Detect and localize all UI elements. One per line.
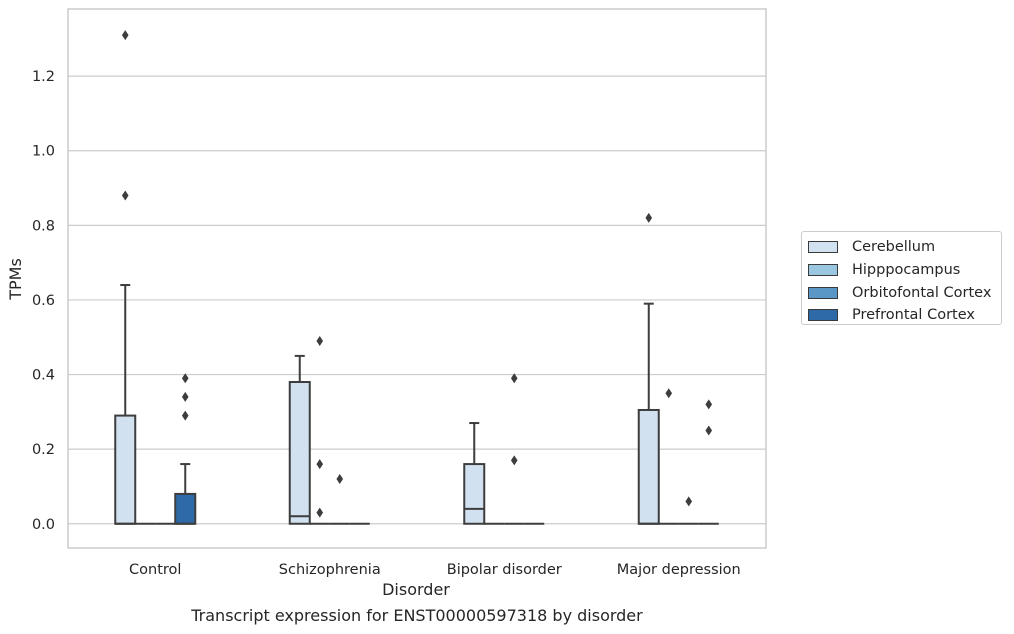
- y-tick-label: 0.2: [32, 442, 55, 458]
- outlier-point: [181, 410, 189, 421]
- legend-label-prefrontal: Prefrontal Cortex: [852, 307, 975, 324]
- legend-item-orbitofrontal: Orbitofontal Cortex: [808, 281, 1001, 304]
- legend-swatch-prefrontal: [808, 309, 838, 322]
- x-axis-label: Disorder: [382, 580, 450, 599]
- legend-swatch-orbitofrontal: [808, 286, 838, 299]
- y-tick-label: 0.4: [32, 368, 55, 384]
- y-tick-label: 1.2: [32, 69, 55, 85]
- box-0-0: [114, 30, 137, 525]
- figure-caption: Transcript expression for ENST0000059731…: [191, 606, 643, 625]
- y-tick-label: 0.8: [32, 218, 55, 234]
- box-body: [288, 381, 311, 525]
- outlier-point: [685, 496, 693, 507]
- y-tick-labels: 0.0 0.2 0.4 0.6 0.8 1.0 1.2: [32, 69, 55, 533]
- outlier-point: [510, 373, 518, 384]
- box-2-0: [463, 422, 486, 525]
- grid-lines: [68, 75, 766, 525]
- x-tick-label: Schizophrenia: [279, 562, 381, 578]
- outlier-point: [665, 388, 673, 399]
- outlier-point: [316, 335, 324, 346]
- box-3-0: [637, 212, 660, 525]
- outlier-point: [705, 399, 713, 410]
- x-tick-labels: Control Schizophrenia Bipolar disorder Majo…: [129, 562, 741, 578]
- legend-swatch-hippocampus: [808, 264, 838, 277]
- outlier-point: [181, 373, 189, 384]
- outlier-point: [705, 425, 713, 436]
- box-0-3: [174, 373, 197, 525]
- box-1-2: [329, 473, 350, 525]
- box-3-3: [698, 399, 719, 525]
- outlier-point: [121, 190, 129, 201]
- outlier-point: [121, 30, 129, 41]
- legend-label-hippocampus: Hipppocampus: [852, 262, 961, 279]
- y-tick-label: 1.0: [32, 144, 55, 160]
- y-axis-label: TPMs: [6, 258, 25, 301]
- legend-item-prefrontal: Prefrontal Cortex: [808, 304, 1001, 327]
- y-tick-label: 0.6: [32, 293, 55, 309]
- outlier-point: [316, 507, 324, 518]
- box-2-2: [504, 373, 525, 525]
- plot-area-frame: [67, 8, 767, 549]
- outlier-point: [316, 459, 324, 470]
- legend: Cerebellum Hipppocampus Orbitofontal Cor…: [801, 231, 1002, 325]
- box-body: [174, 492, 197, 525]
- box-1-0: [288, 354, 311, 525]
- box-3-2: [678, 496, 699, 525]
- legend-label-orbitofrontal: Orbitofontal Cortex: [852, 284, 992, 301]
- box-body: [114, 414, 137, 525]
- legend-item-hippocampus: Hipppocampus: [808, 259, 1001, 282]
- box-body: [463, 463, 486, 525]
- outlier-point: [645, 212, 653, 223]
- outlier-point: [336, 473, 344, 484]
- box-body: [637, 408, 660, 525]
- box-3-1: [658, 388, 679, 525]
- legend-swatch-cerebellum: [808, 241, 838, 254]
- box-series: [114, 30, 719, 525]
- x-tick-label: Bipolar disorder: [447, 562, 562, 578]
- outlier-point: [181, 391, 189, 402]
- x-tick-label: Control: [129, 562, 181, 578]
- outlier-point: [510, 455, 518, 466]
- box-1-1: [309, 335, 330, 525]
- x-tick-label: Major depression: [617, 562, 741, 578]
- legend-label-cerebellum: Cerebellum: [852, 239, 936, 256]
- legend-item-cerebellum: Cerebellum: [808, 236, 1001, 259]
- y-tick-label: 0.0: [32, 517, 55, 533]
